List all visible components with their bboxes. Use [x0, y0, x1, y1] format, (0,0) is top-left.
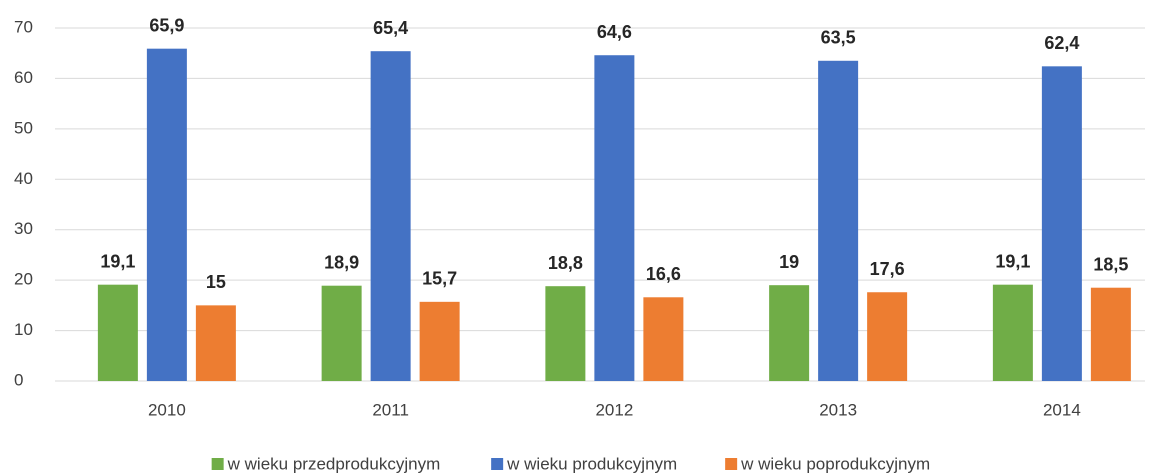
legend-label: w wieku produkcyjnym: [506, 454, 677, 473]
bar: [419, 301, 460, 381]
y-tick-label: 20: [14, 270, 33, 289]
bar: [643, 297, 684, 381]
legend-swatch: [725, 458, 738, 470]
data-label: 15: [206, 272, 226, 292]
bar: [195, 305, 236, 381]
y-tick-label: 40: [14, 169, 33, 188]
data-label: 19,1: [100, 251, 135, 271]
data-label: 19,1: [995, 251, 1030, 271]
bar: [818, 60, 859, 382]
bar: [146, 48, 187, 381]
bar: [97, 284, 138, 381]
data-label: 63,5: [821, 28, 856, 48]
bar: [1090, 287, 1131, 381]
data-label: 18,5: [1093, 254, 1128, 274]
data-label: 15,7: [422, 269, 457, 289]
data-label: 16,6: [646, 264, 681, 284]
x-tick-label: 2011: [372, 400, 409, 419]
data-label: 17,6: [870, 259, 905, 279]
bar: [769, 285, 810, 381]
legend-label: w wieku przedprodukcyjnym: [227, 454, 441, 473]
data-label: 18,9: [324, 252, 359, 272]
y-tick-label: 0: [14, 370, 23, 389]
bar: [321, 285, 362, 381]
y-tick-label: 10: [14, 320, 33, 339]
legend-swatch: [211, 458, 224, 470]
bar: [545, 286, 586, 381]
y-tick-label: 70: [14, 17, 33, 36]
x-tick-label: 2014: [1043, 400, 1081, 419]
x-tick-label: 2013: [819, 400, 857, 419]
data-label: 18,8: [548, 253, 583, 273]
bar: [1041, 66, 1082, 381]
data-label: 62,4: [1044, 33, 1079, 53]
legend-label: w wieku poprodukcyjnym: [740, 454, 930, 473]
y-tick-label: 60: [14, 68, 33, 87]
data-label: 65,9: [149, 15, 184, 35]
bar: [370, 51, 411, 381]
x-tick-label: 2010: [148, 400, 186, 419]
bar: [867, 292, 908, 381]
data-label: 19: [779, 252, 799, 272]
bar: [594, 55, 635, 381]
data-label: 64,6: [597, 22, 632, 42]
x-tick-label: 2012: [595, 400, 633, 419]
legend-swatch: [491, 458, 504, 470]
y-tick-label: 30: [14, 219, 33, 238]
y-tick-label: 50: [14, 118, 33, 137]
bar: [992, 284, 1033, 381]
data-label: 65,4: [373, 18, 408, 38]
